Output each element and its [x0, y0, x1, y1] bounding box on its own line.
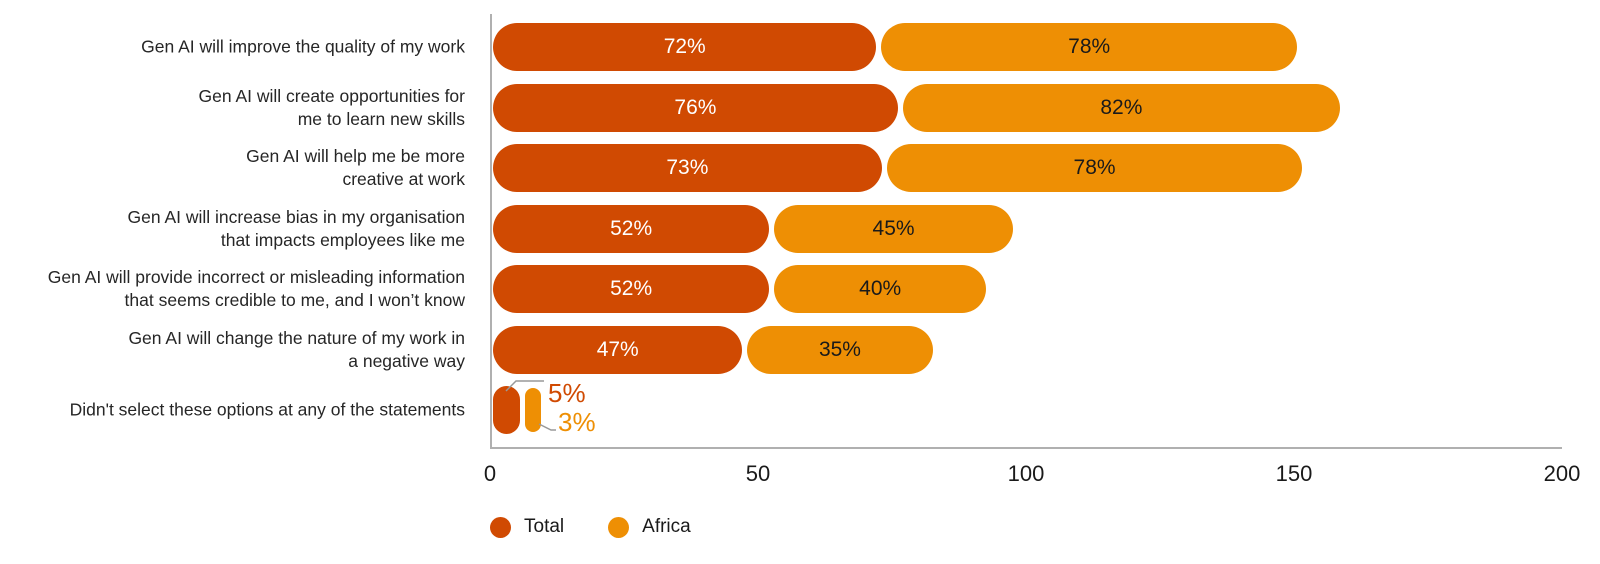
x-axis-tick-label: 50 — [745, 461, 771, 486]
category-label: Gen AI will increase bias in my organisa… — [127, 206, 465, 250]
legend-label-total: Total — [524, 516, 565, 537]
bar-segment-total: 72% — [493, 23, 877, 71]
bar-segment-africa: 45% — [774, 204, 1013, 253]
bar-segment-total: 52% — [493, 265, 770, 313]
x-axis-line — [490, 447, 1562, 449]
bar-row: 72% 78% — [493, 23, 1297, 71]
bar-value-label: 72% — [663, 35, 706, 58]
bar-row — [493, 386, 541, 434]
bar-row: 52% 45% — [493, 204, 1013, 253]
legend: Total Africa — [490, 516, 691, 538]
bar-value-label: 82% — [1100, 95, 1143, 119]
category-label: Gen AI will provide incorrect or mislead… — [47, 267, 465, 310]
category-label: Didn't select these options at any of th… — [69, 399, 465, 420]
category-label: Gen AI will improve the quality of my wo… — [141, 36, 465, 57]
bar-value-label: 52% — [610, 277, 653, 300]
bar-row: 73% 78% — [493, 144, 1303, 192]
bar-value-label: 35% — [818, 337, 861, 361]
bar-segment-total: 47% — [493, 325, 743, 374]
bar-segment-total: 52% — [493, 204, 770, 253]
category-label: Gen AI will change the nature of my work… — [128, 327, 465, 371]
bar-value-label: 45% — [872, 216, 915, 240]
bar-segment-africa: 82% — [902, 83, 1340, 132]
bar-segment-total: 76% — [493, 83, 898, 132]
bar-segment-total — [493, 386, 520, 434]
category-label: Gen AI will help me be more creative at … — [246, 146, 465, 189]
bar-value-label: 52% — [610, 216, 653, 240]
bar-segment-total: 73% — [493, 144, 882, 192]
category-label: Gen AI will create opportunities for me … — [198, 85, 465, 129]
bar-row: 47% 35% — [493, 325, 933, 374]
bar-value-label: 40% — [859, 277, 902, 300]
x-axis-tick-label: 200 — [1543, 461, 1581, 486]
bar-value-label: 78% — [1068, 35, 1111, 58]
bar-value-label: 76% — [674, 95, 717, 119]
bar-value-label: 73% — [666, 156, 709, 179]
bar-segment-africa: 78% — [886, 144, 1303, 192]
bar-row: 76% 82% — [493, 83, 1340, 132]
y-axis-line — [490, 14, 492, 448]
bar-segment-africa — [524, 388, 541, 432]
x-axis-tick-label: 150 — [1275, 461, 1313, 486]
legend-dot-africa — [608, 516, 630, 538]
legend-item-total: Total — [490, 516, 564, 538]
bar-row: 52% 40% — [493, 265, 987, 313]
legend-item-africa: Africa — [608, 516, 691, 538]
callout-value-label: 5% — [548, 378, 586, 408]
x-axis-tick-label: 0 — [483, 461, 497, 486]
bar-segment-africa: 40% — [774, 265, 987, 313]
bar-segment-africa: 78% — [881, 23, 1297, 71]
legend-label-africa: Africa — [642, 516, 691, 537]
x-axis-tick-label: 100 — [1007, 461, 1045, 486]
bar-value-label: 47% — [596, 337, 639, 361]
callout-value-label: 3% — [558, 407, 596, 437]
bar-segment-africa: 35% — [747, 325, 933, 374]
bar-value-label: 78% — [1073, 156, 1116, 179]
legend-dot-total — [490, 516, 511, 538]
